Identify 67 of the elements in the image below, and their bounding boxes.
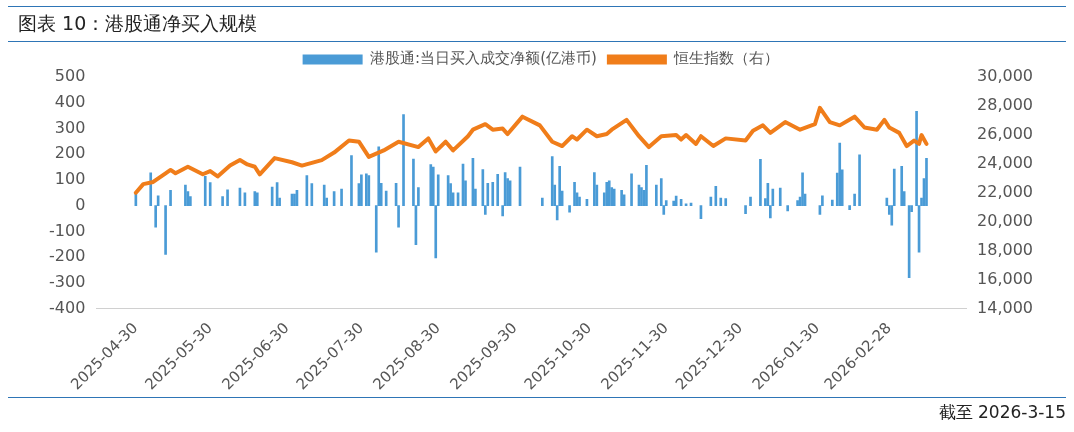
bar (645, 164, 648, 207)
bar (184, 184, 187, 207)
bar (830, 199, 834, 207)
bar (340, 188, 343, 207)
y-tick-label: 300 (54, 117, 86, 137)
y2-tick-label: 14,000 (977, 297, 1033, 317)
bar (858, 154, 861, 207)
y2-tick-label: 24,000 (977, 153, 1033, 173)
bar (169, 189, 172, 207)
bar (838, 142, 842, 207)
bar (221, 196, 224, 207)
bar (759, 159, 762, 207)
y-tick-label: 200 (54, 143, 86, 163)
bar (568, 205, 571, 213)
bar (491, 181, 495, 207)
bar (573, 181, 576, 207)
bar (226, 189, 229, 207)
y-tick-label: -200 (49, 246, 86, 266)
bar (925, 158, 928, 207)
bar (540, 197, 544, 207)
y2-tick-label: 26,000 (977, 124, 1033, 144)
bar (208, 182, 212, 207)
bar (786, 205, 790, 212)
bar (310, 183, 314, 207)
bar (744, 205, 747, 214)
bar (350, 155, 353, 207)
bar (853, 193, 856, 207)
chart-title: 图表 10：港股通净买入规模 (8, 6, 1066, 42)
legend-label: 恒生指数（右） (673, 49, 780, 68)
y2-tick-label: 28,000 (977, 95, 1033, 115)
bar (630, 173, 633, 207)
bar (714, 186, 718, 207)
bar (550, 156, 554, 207)
bar (778, 187, 782, 207)
bar (900, 165, 904, 207)
bar (384, 190, 388, 207)
y-tick-label: 500 (54, 66, 86, 86)
bar (848, 205, 851, 210)
y-tick-label: 400 (54, 91, 86, 111)
bar (719, 197, 723, 207)
legend-label: 港股通:当日买入成交净额(亿港币) (370, 49, 597, 68)
bar (203, 176, 207, 207)
y-tick-label: -100 (49, 220, 86, 240)
y2-tick-label: 16,000 (977, 268, 1033, 288)
y2-tick-label: 30,000 (977, 66, 1033, 86)
bar (360, 174, 363, 207)
bar (801, 172, 804, 207)
y2-tick-label: 20,000 (977, 210, 1033, 230)
y-tick-label: -400 (49, 297, 86, 317)
text: 截至 2026-3-15 (938, 402, 1066, 422)
y-tick-label: -300 (49, 272, 86, 292)
bar (164, 205, 167, 255)
y-tick-label: 0 (75, 194, 86, 214)
bar (496, 173, 500, 207)
bar (578, 196, 581, 207)
bar (322, 184, 326, 207)
bar (724, 198, 728, 207)
y2-tick-label: 18,000 (977, 239, 1033, 259)
bar (749, 196, 752, 207)
bar (655, 184, 658, 207)
y2-tick-label: 22,000 (977, 181, 1033, 201)
bar (593, 172, 596, 207)
y-tick-label: 100 (54, 169, 86, 189)
bar (402, 114, 405, 207)
bar (620, 189, 623, 207)
bar (796, 200, 799, 207)
bar (672, 200, 676, 207)
